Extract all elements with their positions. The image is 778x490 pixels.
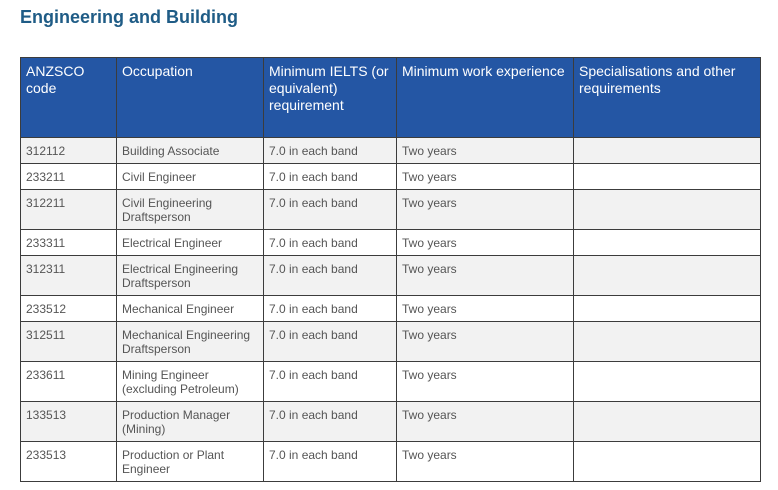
cell-anzsco-code: 133513 bbox=[20, 401, 117, 442]
cell-specialisations bbox=[573, 163, 761, 190]
cell-specialisations bbox=[573, 137, 761, 164]
cell-ielts: 7.0 in each band bbox=[263, 401, 397, 442]
cell-anzsco-code: 233211 bbox=[20, 163, 117, 190]
cell-occupation: Mining Engineer (excluding Petroleum) bbox=[116, 361, 264, 402]
cell-specialisations bbox=[573, 441, 761, 482]
cell-anzsco-code: 233311 bbox=[20, 229, 117, 256]
header-minimum-ielts: Minimum IELTS (or equivalent) requiremen… bbox=[263, 57, 397, 138]
section-title: Engineering and Building bbox=[20, 7, 238, 27]
cell-anzsco-code: 312211 bbox=[20, 189, 117, 230]
cell-ielts: 7.0 in each band bbox=[263, 255, 397, 296]
cell-occupation: Production Manager (Mining) bbox=[116, 401, 264, 442]
cell-specialisations bbox=[573, 321, 761, 362]
cell-occupation: Production or Plant Engineer bbox=[116, 441, 264, 482]
header-anzsco-code: ANZSCO code bbox=[20, 57, 117, 138]
table-row: 233611 Mining Engineer (excluding Petrol… bbox=[20, 361, 761, 402]
cell-ielts: 7.0 in each band bbox=[263, 137, 397, 164]
cell-anzsco-code: 312112 bbox=[20, 137, 117, 164]
table-row: 312511 Mechanical Engineering Draftspers… bbox=[20, 321, 761, 362]
cell-specialisations bbox=[573, 189, 761, 230]
cell-work-experience: Two years bbox=[396, 255, 574, 296]
cell-anzsco-code: 312311 bbox=[20, 255, 117, 296]
cell-work-experience: Two years bbox=[396, 441, 574, 482]
cell-work-experience: Two years bbox=[396, 229, 574, 256]
cell-work-experience: Two years bbox=[396, 137, 574, 164]
cell-occupation: Electrical Engineer bbox=[116, 229, 264, 256]
cell-ielts: 7.0 in each band bbox=[263, 361, 397, 402]
cell-specialisations bbox=[573, 255, 761, 296]
table-row: 233211 Civil Engineer 7.0 in each band T… bbox=[20, 163, 761, 190]
cell-anzsco-code: 233512 bbox=[20, 295, 117, 322]
table-row: 133513 Production Manager (Mining) 7.0 i… bbox=[20, 401, 761, 442]
table-row: 312211 Civil Engineering Draftsperson 7.… bbox=[20, 189, 761, 230]
header-occupation: Occupation bbox=[116, 57, 264, 138]
table-row: 233512 Mechanical Engineer 7.0 in each b… bbox=[20, 295, 761, 322]
cell-ielts: 7.0 in each band bbox=[263, 295, 397, 322]
cell-work-experience: Two years bbox=[396, 163, 574, 190]
cell-work-experience: Two years bbox=[396, 401, 574, 442]
cell-anzsco-code: 233513 bbox=[20, 441, 117, 482]
cell-occupation: Civil Engineer bbox=[116, 163, 264, 190]
cell-work-experience: Two years bbox=[396, 361, 574, 402]
table-row: 233311 Electrical Engineer 7.0 in each b… bbox=[20, 229, 761, 256]
cell-occupation: Building Associate bbox=[116, 137, 264, 164]
cell-occupation: Mechanical Engineer bbox=[116, 295, 264, 322]
header-specialisations: Specialisations and other requirements bbox=[573, 57, 761, 138]
cell-work-experience: Two years bbox=[396, 295, 574, 322]
cell-anzsco-code: 312511 bbox=[20, 321, 117, 362]
cell-ielts: 7.0 in each band bbox=[263, 441, 397, 482]
cell-ielts: 7.0 in each band bbox=[263, 189, 397, 230]
cell-work-experience: Two years bbox=[396, 321, 574, 362]
cell-ielts: 7.0 in each band bbox=[263, 321, 397, 362]
cell-occupation: Electrical Engineering Draftsperson bbox=[116, 255, 264, 296]
cell-specialisations bbox=[573, 401, 761, 442]
cell-anzsco-code: 233611 bbox=[20, 361, 117, 402]
table-row: 312112 Building Associate 7.0 in each ba… bbox=[20, 137, 761, 164]
table-row: 233513 Production or Plant Engineer 7.0 … bbox=[20, 441, 761, 482]
cell-occupation: Civil Engineering Draftsperson bbox=[116, 189, 264, 230]
cell-specialisations bbox=[573, 295, 761, 322]
cell-occupation: Mechanical Engineering Draftsperson bbox=[116, 321, 264, 362]
cell-specialisations bbox=[573, 361, 761, 402]
occupation-table: ANZSCO code Occupation Minimum IELTS (or… bbox=[20, 57, 761, 482]
cell-specialisations bbox=[573, 229, 761, 256]
cell-ielts: 7.0 in each band bbox=[263, 229, 397, 256]
header-minimum-work-experience: Minimum work experience bbox=[396, 57, 574, 138]
cell-ielts: 7.0 in each band bbox=[263, 163, 397, 190]
cell-work-experience: Two years bbox=[396, 189, 574, 230]
table-row: 312311 Electrical Engineering Draftspers… bbox=[20, 255, 761, 296]
table-header-row: ANZSCO code Occupation Minimum IELTS (or… bbox=[20, 57, 761, 138]
